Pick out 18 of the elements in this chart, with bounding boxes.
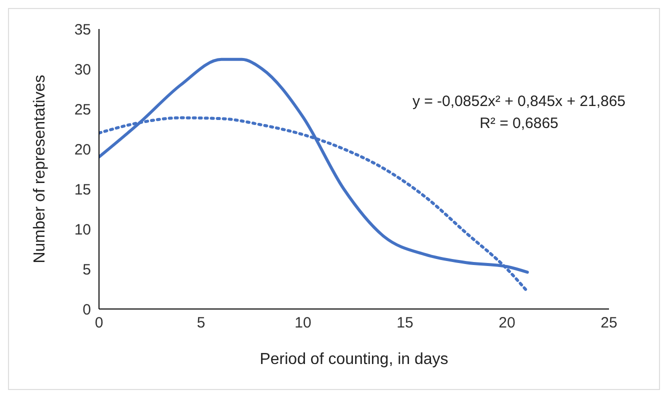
annotation: R² = 0,6865 <box>478 114 560 134</box>
y-axis-title: Number of representatives <box>32 74 49 264</box>
y-tick-label: 25 <box>74 101 91 118</box>
x-tick-label: 20 <box>498 314 516 332</box>
annotation: y = -0,0852x² + 0,845x + 21,865 <box>411 92 627 112</box>
x-axis-title: Period of counting, in days <box>260 351 448 368</box>
y-tick-label: 10 <box>74 221 91 238</box>
x-tick-label: 0 <box>94 314 104 332</box>
y-tick-label: 20 <box>74 141 91 158</box>
y-tick-label: 0 <box>82 301 91 318</box>
y-tick-label: 30 <box>74 61 91 78</box>
y-tick-label: 5 <box>82 261 91 278</box>
x-tick-label: 25 <box>600 314 618 332</box>
x-tick-label: 15 <box>396 314 414 332</box>
y-tick-label: 35 <box>74 21 91 38</box>
x-tick-label: 10 <box>294 314 312 332</box>
x-tick-label: 5 <box>196 314 206 332</box>
y-tick-label: 15 <box>74 181 91 198</box>
